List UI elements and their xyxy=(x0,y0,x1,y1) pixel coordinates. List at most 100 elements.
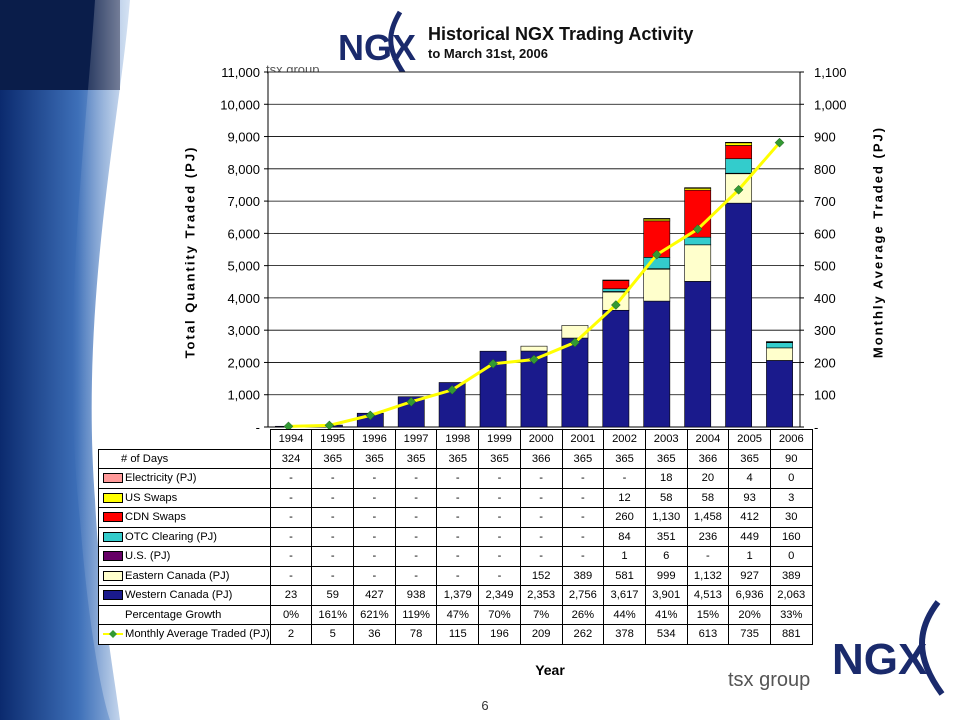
legend-swatch xyxy=(103,531,123,542)
table-cell: 90 xyxy=(769,448,813,469)
table-cell: 41% xyxy=(644,604,688,625)
table-cell: - xyxy=(269,565,313,586)
monthly-average-point xyxy=(570,337,580,348)
table-cell: 70% xyxy=(478,604,521,625)
table-cell: 366 xyxy=(519,448,563,469)
table-cell: - xyxy=(478,487,521,508)
monthly-average-point xyxy=(651,249,662,260)
row-label-text: CDN Swaps xyxy=(125,511,186,524)
right-tick-label: 1,100 xyxy=(814,65,847,80)
table-cell: 365 xyxy=(603,448,646,469)
table-cell: 999 xyxy=(644,565,688,586)
legend-swatch xyxy=(103,512,123,523)
table-cell: 36 xyxy=(353,624,396,645)
table-cell: 236 xyxy=(686,526,730,547)
monthly-average-point xyxy=(488,358,498,369)
year-header: 2005 xyxy=(728,429,771,450)
table-cell: 5 xyxy=(311,624,355,645)
bar-segment-western_canada xyxy=(684,281,712,428)
bar-segment-electricity xyxy=(684,187,712,189)
right-tick-label: - xyxy=(814,420,818,435)
legend-line-marker xyxy=(103,630,123,639)
table-cell: 23 xyxy=(269,585,313,606)
table-cell: 59 xyxy=(311,585,355,606)
table-row-us_pj: U.S. (PJ) - - - - - - - -1 6-1 0 xyxy=(98,546,813,567)
bar-segment-us_swaps xyxy=(602,279,630,281)
table-cell: - xyxy=(353,468,396,489)
table-cell: 365 xyxy=(394,448,438,469)
bar-segment-eastern_canada xyxy=(766,347,793,361)
table-cell: - xyxy=(561,487,605,508)
table-cell: 84 xyxy=(603,526,646,547)
table-cell: 18 xyxy=(644,468,688,489)
table-row-growth: Percentage Growth 0% 161% 621% 119% 47% 70% 7% 2… xyxy=(98,604,813,625)
right-tick-label: 900 xyxy=(814,130,836,145)
table-cell: - xyxy=(394,487,438,508)
row-label: Western Canada (PJ) xyxy=(98,585,271,606)
table-cell: 33% xyxy=(769,604,813,625)
table-cell: 366 xyxy=(686,448,730,469)
table-cell: - xyxy=(311,507,355,528)
table-cell: - xyxy=(436,565,480,586)
table-cell: 365 xyxy=(728,448,771,469)
table-cell: 389 xyxy=(561,565,605,586)
table-cell: 1 xyxy=(603,546,646,567)
table-cell: 0 xyxy=(769,468,813,489)
table-cell: - xyxy=(353,546,396,567)
bar-segment-western_canada xyxy=(725,202,753,428)
bar-segment-electricity xyxy=(643,218,671,220)
table-cell: - xyxy=(394,565,438,586)
table-cell: - xyxy=(686,546,730,567)
table-cell: 881 xyxy=(769,624,813,645)
slide-title: Historical NGX Trading Activity xyxy=(428,24,694,44)
table-cell: 260 xyxy=(603,507,646,528)
table-cell: - xyxy=(478,546,521,567)
table-cell: 93 xyxy=(728,487,771,508)
table-cell: - xyxy=(478,526,521,547)
table-cell: 365 xyxy=(436,448,480,469)
row-label-text: Western Canada (PJ) xyxy=(125,589,233,602)
monthly-average-point xyxy=(406,396,417,407)
row-label-text: Monthly Average Traded (PJ) xyxy=(125,628,270,641)
table-cell: 613 xyxy=(686,624,730,645)
logo-bottom-tagline: tsx group xyxy=(728,669,810,691)
right-tick-label: 700 xyxy=(814,194,836,209)
table-row-days: # of Days 324 365 365 365 365 365 366 365 365 365 3… xyxy=(98,448,813,469)
monthly-average-point xyxy=(365,410,376,421)
table-cell: - xyxy=(436,546,480,567)
table-cell: 365 xyxy=(644,448,688,469)
table-row-cdn_swaps: CDN Swaps - - - - - - - -260 1,130 1,458 412 30 xyxy=(98,507,813,528)
bar-segment-western_canada xyxy=(561,337,589,428)
table-cell: 152 xyxy=(519,565,563,586)
bar-segment-electricity xyxy=(725,141,753,144)
table-cell: 378 xyxy=(603,624,646,645)
right-tick-label: 400 xyxy=(814,291,836,306)
table-cell: 26% xyxy=(561,604,605,625)
left-tick-label: 7,000 xyxy=(227,194,260,209)
table-row-otc_clearing: OTC Clearing (PJ) - - - - - - - -84 351 236 449 160 xyxy=(98,526,813,547)
legend-swatch xyxy=(103,590,123,601)
data-table: 1994 1995 1996 1997 1998 1999 2000 2001 2002 2003… xyxy=(98,429,813,645)
table-cell: - xyxy=(394,468,438,489)
year-header: 2003 xyxy=(644,429,688,450)
left-tick-label: 5,000 xyxy=(227,259,260,274)
table-cell: 2 xyxy=(269,624,313,645)
slide-subtitle: to March 31st, 2006 xyxy=(428,46,548,61)
table-cell: 30 xyxy=(769,507,813,528)
left-tick-label: 4,000 xyxy=(227,291,260,306)
logo-bottom-text: NGX xyxy=(832,635,927,684)
left-tick-label: 9,000 xyxy=(227,130,260,145)
table-cell: 365 xyxy=(478,448,521,469)
monthly-average-point xyxy=(692,224,703,235)
row-label-text: Eastern Canada (PJ) xyxy=(125,569,230,582)
monthly-average-point xyxy=(529,354,539,365)
table-cell: - xyxy=(561,507,605,528)
right-tick-label: 1,000 xyxy=(814,97,847,112)
bar-segment-cdn_swaps xyxy=(602,280,630,290)
bar-segment-western_canada xyxy=(643,300,671,428)
table-cell: - xyxy=(311,546,355,567)
table-cell: - xyxy=(269,546,313,567)
table-cell: 119% xyxy=(394,604,438,625)
table-cell: - xyxy=(519,468,563,489)
